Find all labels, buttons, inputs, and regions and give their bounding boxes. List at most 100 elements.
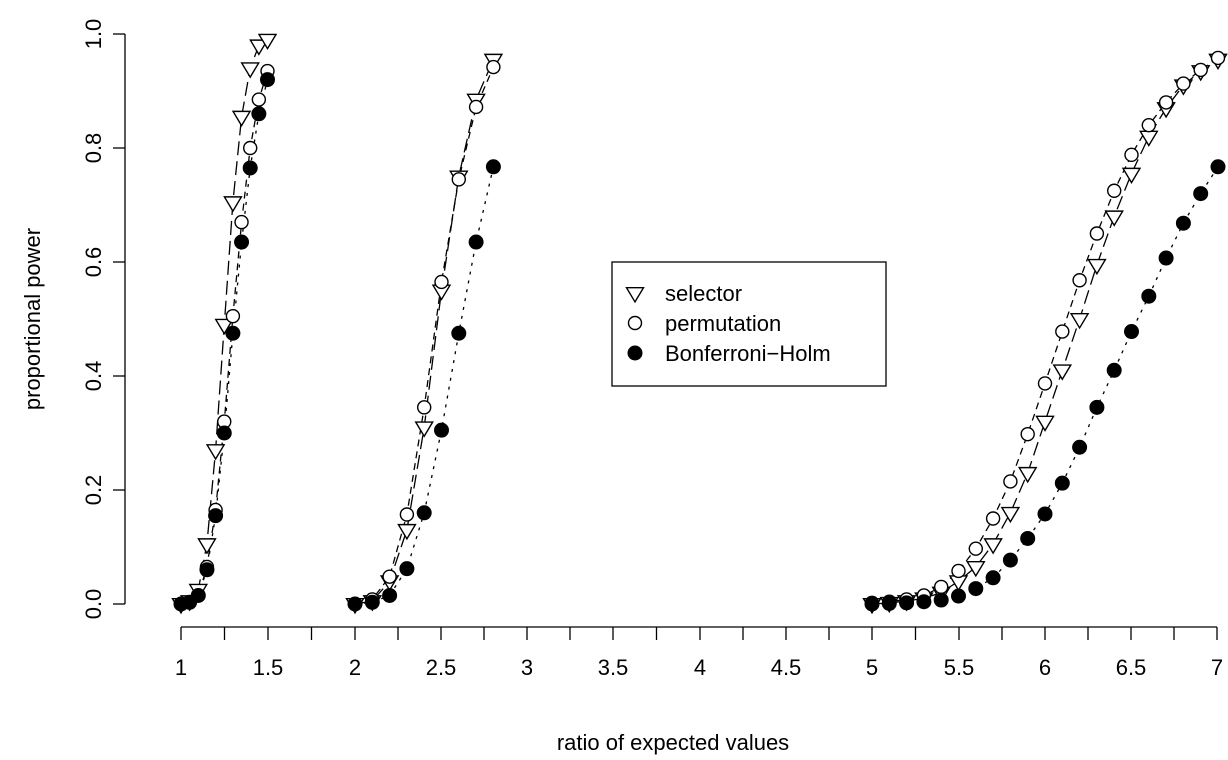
point-selector — [231, 110, 252, 127]
point-permutation — [1210, 50, 1226, 66]
point-selector — [1087, 258, 1107, 276]
point-bonferroni-holm — [416, 505, 432, 521]
series-layer — [171, 33, 1228, 615]
point-bonferroni-holm — [1037, 506, 1053, 522]
point-permutation — [951, 563, 966, 579]
point-permutation — [225, 308, 241, 324]
point-selector — [205, 444, 226, 461]
x-tick-label: 5.5 — [944, 655, 975, 680]
y-tick-label: 0.2 — [81, 475, 106, 506]
point-bonferroni-holm — [382, 587, 398, 603]
point-permutation — [242, 140, 258, 156]
point-permutation — [382, 569, 397, 584]
series-line-bonferroni-holm — [180, 79, 269, 605]
legend-marker-permutation — [627, 315, 643, 331]
x-tick-label: 2.5 — [426, 655, 457, 680]
point-selector — [1000, 506, 1021, 524]
point-bonferroni-holm — [1141, 288, 1157, 304]
legend-box — [611, 261, 887, 387]
legend: selector permutation Bonferroni−Holm — [611, 261, 887, 387]
point-selector — [966, 560, 986, 578]
legend-label-selector: selector — [665, 281, 742, 306]
point-selector — [1069, 313, 1090, 330]
point-permutation — [1089, 226, 1105, 241]
point-permutation — [985, 511, 1001, 526]
x-tick-label: 4 — [694, 655, 706, 680]
legend-label-permutation: permutation — [665, 311, 781, 336]
point-bonferroni-holm — [1158, 250, 1174, 266]
point-permutation — [234, 214, 249, 230]
x-tick-label: 2 — [349, 655, 361, 680]
point-bonferroni-holm — [899, 595, 915, 611]
y-axis-ticks: 0.0 0.2 0.4 0.6 0.8 1.0 — [81, 19, 125, 620]
legend-marker-bonferroni-holm — [627, 345, 643, 361]
point-bonferroni-holm — [190, 587, 206, 603]
point-selector — [197, 538, 217, 555]
point-bonferroni-holm — [1124, 324, 1139, 340]
point-selector — [1052, 364, 1073, 381]
point-bonferroni-holm — [234, 234, 250, 250]
point-selector — [397, 523, 417, 541]
point-bonferroni-holm — [364, 594, 380, 610]
point-bonferroni-holm — [251, 106, 267, 122]
point-permutation — [1037, 376, 1053, 391]
point-bonferroni-holm — [242, 160, 258, 176]
x-tick-label: 6 — [1039, 655, 1051, 680]
point-bonferroni-holm — [451, 325, 467, 341]
y-tick-label: 0.8 — [81, 133, 106, 164]
y-tick-label: 0.6 — [81, 247, 106, 278]
point-selector — [214, 318, 234, 335]
point-bonferroni-holm — [1002, 552, 1018, 568]
point-permutation — [1124, 147, 1139, 163]
point-bonferroni-holm — [1072, 439, 1088, 455]
point-selector — [249, 39, 269, 56]
point-bonferroni-holm — [208, 508, 224, 524]
point-bonferroni-holm — [399, 561, 415, 577]
point-permutation — [1020, 426, 1035, 442]
point-permutation — [1072, 273, 1087, 288]
point-bonferroni-holm — [985, 570, 1001, 586]
point-bonferroni-holm — [225, 325, 241, 341]
point-bonferroni-holm — [916, 594, 932, 610]
y-axis-title: proportional power — [20, 228, 45, 410]
y-tick-label: 0.0 — [81, 589, 106, 620]
point-bonferroni-holm — [260, 72, 275, 88]
point-permutation — [968, 541, 983, 556]
point-selector — [1139, 130, 1159, 147]
point-bonferroni-holm — [1210, 159, 1226, 175]
point-permutation — [1158, 95, 1174, 110]
point-bonferroni-holm — [1175, 215, 1191, 231]
x-tick-label: 6.5 — [1116, 655, 1147, 680]
y-tick-label: 0.4 — [81, 361, 106, 392]
point-selector — [1017, 466, 1038, 484]
legend-label-bonferroni-holm: Bonferroni−Holm — [665, 341, 831, 366]
point-permutation — [417, 400, 432, 415]
point-bonferroni-holm — [347, 596, 363, 612]
point-bonferroni-holm — [1020, 530, 1036, 546]
point-bonferroni-holm — [468, 234, 484, 250]
point-permutation — [399, 507, 415, 522]
series-line-selector — [871, 59, 1219, 605]
x-tick-label: 5 — [866, 655, 878, 680]
point-permutation — [1141, 117, 1157, 133]
series-line-permutation — [354, 66, 494, 605]
point-permutation — [1055, 324, 1070, 339]
point-selector — [1035, 415, 1055, 432]
point-selector — [983, 538, 1003, 555]
x-axis-ticks: 1 1.5 2 2.5 3 3.5 4 4.5 5 5.5 6 6.5 7 — [175, 627, 1223, 680]
point-permutation — [934, 579, 949, 595]
point-bonferroni-holm — [1089, 399, 1105, 415]
point-permutation — [1106, 183, 1122, 198]
point-permutation — [434, 274, 449, 290]
point-bonferroni-holm — [434, 422, 449, 438]
x-tick-label: 3 — [521, 655, 533, 680]
point-selector — [1104, 210, 1124, 227]
x-tick-label: 4.5 — [771, 655, 802, 680]
series-line-bonferroni-holm — [354, 166, 495, 605]
point-bonferroni-holm — [199, 562, 215, 578]
x-tick-label: 1 — [175, 655, 187, 680]
point-selector — [223, 196, 243, 213]
point-selector — [1121, 167, 1142, 184]
x-tick-label: 3.5 — [598, 655, 629, 680]
